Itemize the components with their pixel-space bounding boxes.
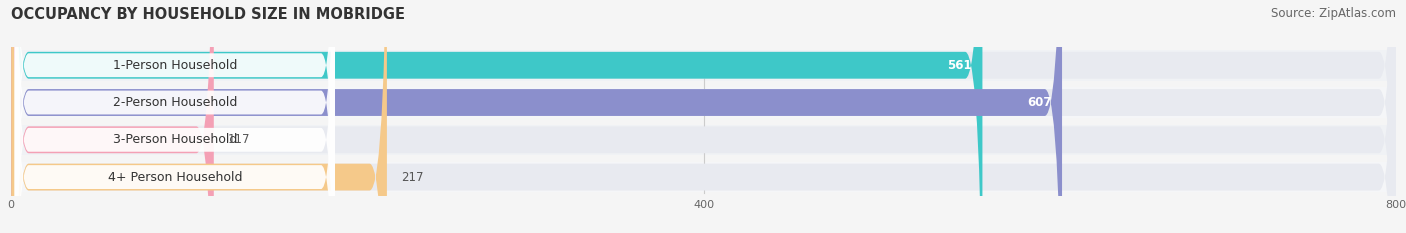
Text: 561: 561 — [948, 59, 972, 72]
FancyBboxPatch shape — [11, 87, 1396, 118]
FancyBboxPatch shape — [11, 0, 1396, 233]
Text: 1-Person Household: 1-Person Household — [112, 59, 238, 72]
FancyBboxPatch shape — [11, 162, 1396, 192]
Text: 4+ Person Household: 4+ Person Household — [108, 171, 242, 184]
FancyBboxPatch shape — [11, 0, 1396, 233]
Text: 117: 117 — [228, 133, 250, 146]
FancyBboxPatch shape — [11, 0, 387, 233]
Text: 607: 607 — [1028, 96, 1052, 109]
FancyBboxPatch shape — [11, 0, 1396, 233]
FancyBboxPatch shape — [11, 50, 1396, 81]
Text: Source: ZipAtlas.com: Source: ZipAtlas.com — [1271, 7, 1396, 20]
FancyBboxPatch shape — [11, 0, 1396, 233]
FancyBboxPatch shape — [14, 0, 335, 233]
FancyBboxPatch shape — [11, 0, 983, 233]
FancyBboxPatch shape — [11, 0, 214, 233]
FancyBboxPatch shape — [14, 0, 335, 233]
FancyBboxPatch shape — [11, 124, 1396, 155]
Text: OCCUPANCY BY HOUSEHOLD SIZE IN MOBRIDGE: OCCUPANCY BY HOUSEHOLD SIZE IN MOBRIDGE — [11, 7, 405, 22]
Text: 217: 217 — [401, 171, 423, 184]
FancyBboxPatch shape — [11, 0, 1062, 233]
FancyBboxPatch shape — [14, 0, 335, 233]
FancyBboxPatch shape — [14, 0, 335, 233]
Text: 2-Person Household: 2-Person Household — [112, 96, 238, 109]
Text: 3-Person Household: 3-Person Household — [112, 133, 238, 146]
